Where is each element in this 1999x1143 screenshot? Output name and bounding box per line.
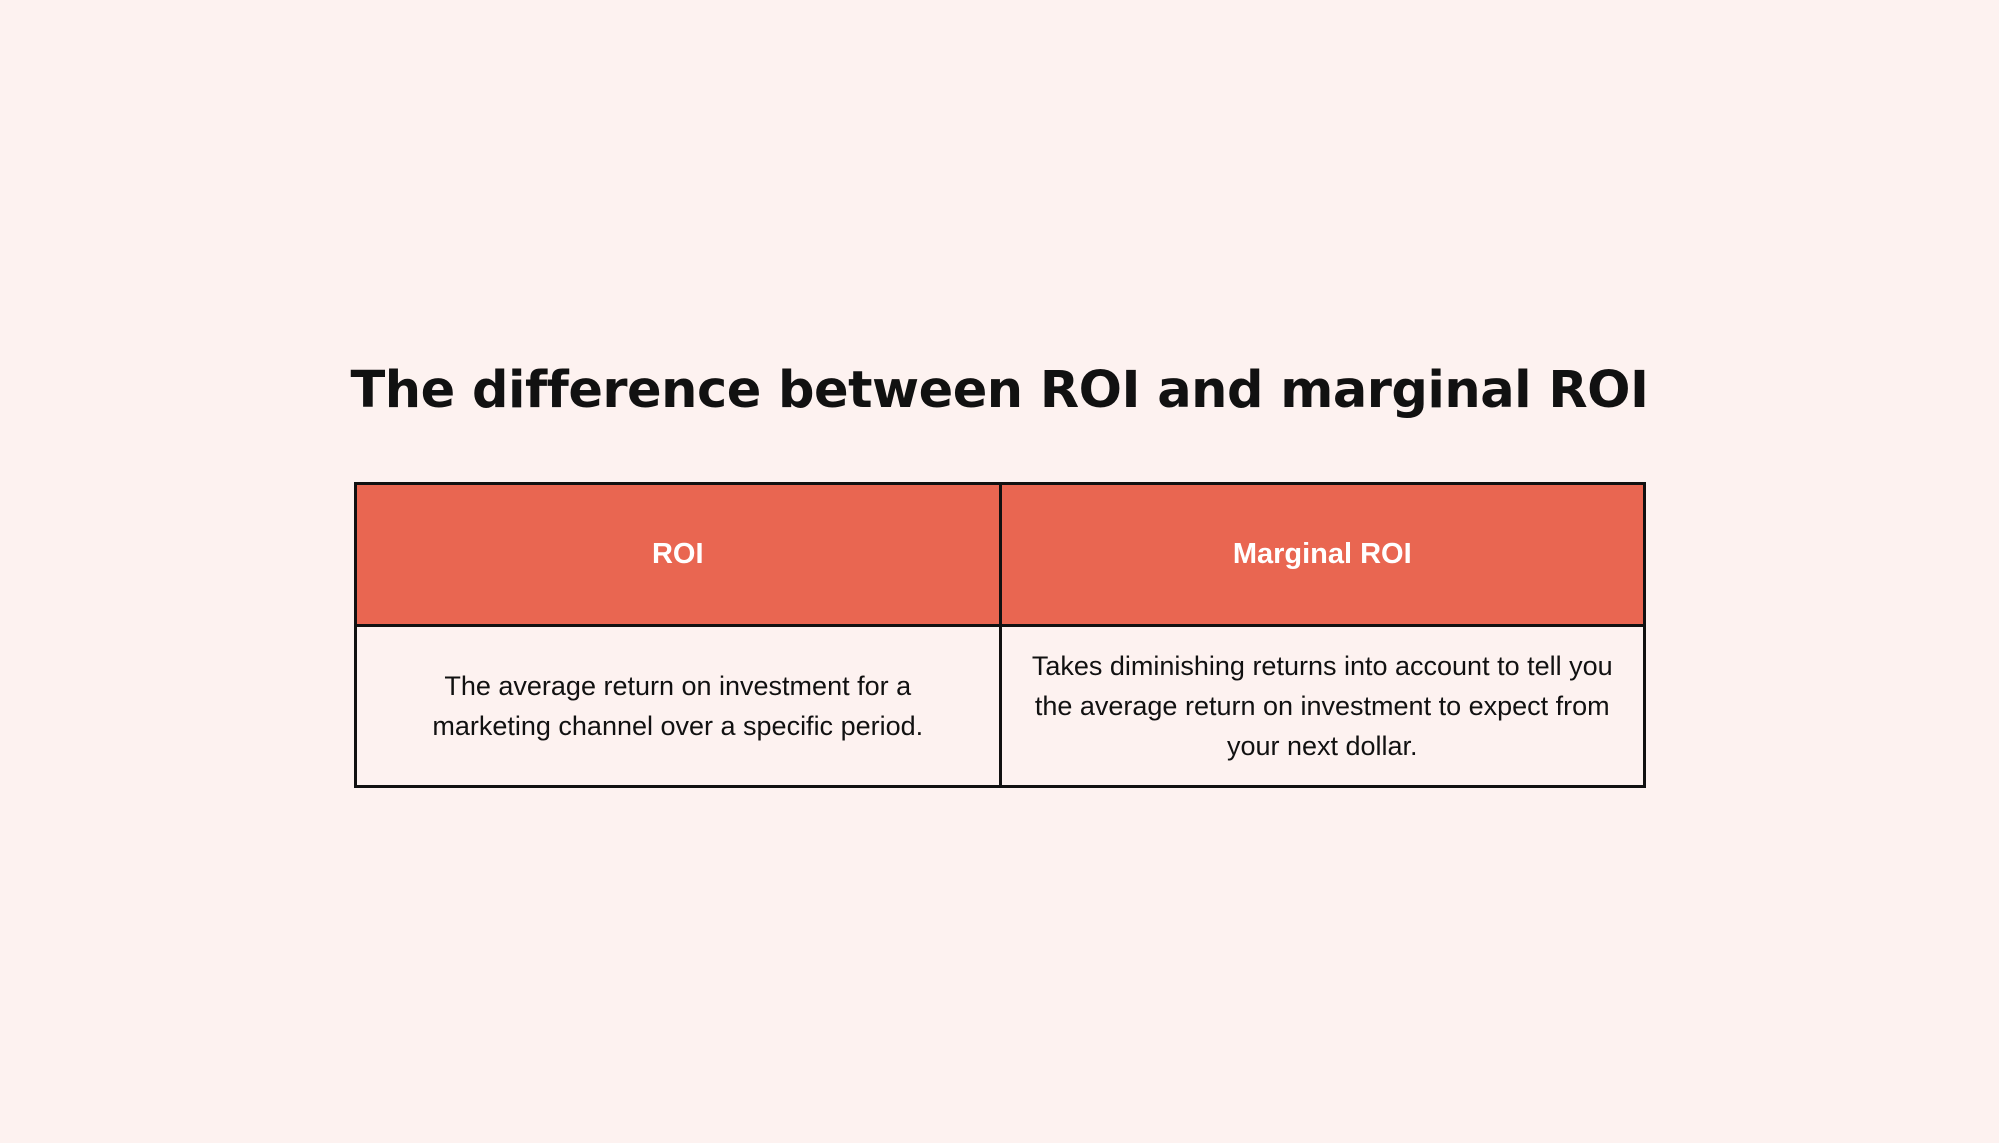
header-marginal-roi: Marginal ROI (998, 482, 1646, 627)
table-body: The average return on investment for a m… (354, 624, 1646, 788)
page-title: The difference between ROI and marginal … (350, 361, 1649, 420)
comparison-table: ROI Marginal ROI The average return on i… (354, 482, 1646, 788)
header-roi: ROI (354, 482, 1002, 627)
cell-roi-definition: The average return on investment for a m… (354, 624, 1002, 788)
table-header: ROI Marginal ROI (354, 482, 1646, 627)
cell-marginal-roi-definition: Takes diminishing returns into account t… (998, 624, 1646, 788)
table-header-row: ROI Marginal ROI (354, 482, 1646, 627)
table-row: The average return on investment for a m… (354, 624, 1646, 788)
